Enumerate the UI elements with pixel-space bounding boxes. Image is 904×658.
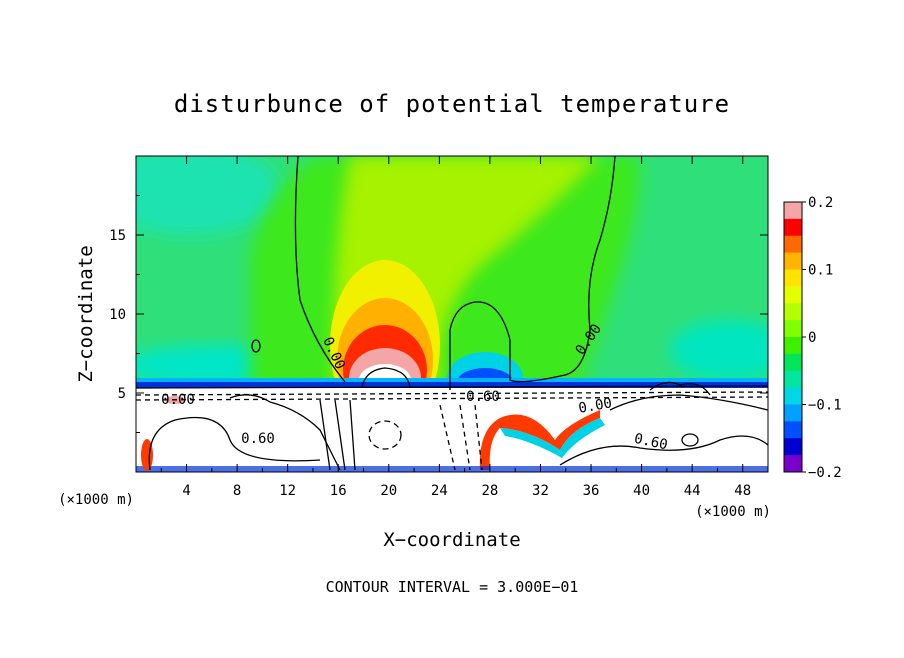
contour-lower-f — [559, 435, 768, 466]
colorbar-swatch — [784, 320, 802, 338]
contour-lower-h — [649, 381, 711, 396]
colorbar-swatch — [784, 370, 802, 389]
x-unit-right: (×1000 m) — [695, 504, 771, 520]
contour-boundary-a — [136, 385, 768, 389]
x-tick-label: 4 — [182, 483, 190, 499]
contour-lower-e — [439, 404, 483, 471]
field-lower-streak-cyan — [500, 418, 605, 458]
contour-small-loop — [251, 339, 261, 353]
y-axis: 5 10 15 — [109, 195, 768, 433]
field-cool-left — [136, 156, 280, 235]
colorbar-swatch — [784, 218, 802, 237]
colorbar-swatch — [784, 337, 802, 355]
contour-lower-i — [681, 433, 699, 447]
x-tick-label: 44 — [684, 483, 701, 499]
colorbar-swatch — [784, 252, 802, 270]
x-tick-label: 48 — [734, 483, 751, 499]
contour-label: 0.00 — [577, 395, 613, 417]
colorbar-swatch — [784, 455, 802, 473]
y-axis-label: Z−coordinate — [75, 245, 97, 382]
contour-lines — [136, 156, 768, 471]
field-boundary-band — [136, 382, 768, 388]
contour-lower-g — [609, 394, 768, 411]
y-tick-label: 5 — [118, 386, 126, 402]
contour-interval-text: CONTOUR INTERVAL = 3.000E−01 — [326, 578, 579, 596]
x-tick-label: 20 — [380, 483, 397, 499]
colorbar-swatch — [784, 202, 802, 220]
contour-label: 0.60 — [241, 431, 275, 447]
field-boundary-band-cyan — [136, 378, 768, 382]
contour-boundary-c — [136, 396, 768, 401]
contour-zero-left — [294, 156, 346, 383]
colorbar-swatch — [784, 269, 802, 287]
contour-warm-core — [361, 367, 411, 389]
y-tick-label: 10 — [109, 307, 126, 323]
colorbar-swatch — [784, 353, 802, 372]
plot-area — [136, 156, 768, 472]
colorbar-swatch — [784, 303, 802, 321]
contour-lower-d — [368, 420, 402, 450]
contour-zero-right — [449, 156, 616, 390]
colorbar-tick-label: 0 — [808, 330, 816, 346]
x-tick-label: 12 — [279, 483, 296, 499]
field-lower-edge — [136, 466, 768, 472]
colorbar-tick-label: −0.1 — [808, 398, 842, 414]
contour-lower-c — [319, 399, 356, 471]
y-tick-label: 15 — [109, 228, 126, 244]
colorbar-swatch — [784, 421, 802, 439]
colorbar-swatch — [784, 235, 802, 254]
x-tick-label: 36 — [583, 483, 600, 499]
x-tick-label: 8 — [233, 483, 241, 499]
x-tick-label: 40 — [633, 483, 650, 499]
x-tick-label: 28 — [481, 483, 498, 499]
colorbar-tick-label: −0.2 — [808, 465, 842, 481]
colorbar-swatch — [784, 404, 802, 422]
colorbar-tick-label: 0.1 — [808, 263, 833, 279]
field-lower-streak — [479, 410, 600, 470]
colorbar — [783, 201, 803, 473]
x-axis-label: X−coordinate — [383, 529, 520, 551]
x-tick-label: 32 — [532, 483, 549, 499]
contour-boundary-b — [136, 391, 768, 396]
contour-label-group: 0.00 0.00 0.00 0.60 0.60 0.60 0.00 — [161, 321, 669, 453]
colorbar-ticks: 0.2 0.1 0 −0.1 −0.2 — [802, 195, 842, 481]
contour-label: 0.00 — [161, 392, 195, 408]
contour-label: 0.60 — [633, 431, 669, 454]
contour-label: 0.60 — [466, 389, 500, 405]
chart-title: disturbunce of potential temperature — [174, 90, 730, 118]
colorbar-swatch — [784, 387, 802, 405]
x-tick-label: 24 — [431, 483, 448, 499]
colorbar-tick-label: 0.2 — [808, 195, 833, 211]
colorbar-swatch — [784, 438, 802, 456]
x-tick-label: 16 — [330, 483, 347, 499]
x-axis: 4 8 12 16 20 24 28 32 36 40 44 48 — [160, 156, 751, 499]
field-cool-right — [670, 320, 768, 380]
colorbar-swatch — [784, 286, 802, 304]
contour-lower-a — [148, 416, 321, 471]
contour-lower-b — [229, 394, 341, 471]
x-unit-left: (×1000 m) — [58, 492, 134, 508]
